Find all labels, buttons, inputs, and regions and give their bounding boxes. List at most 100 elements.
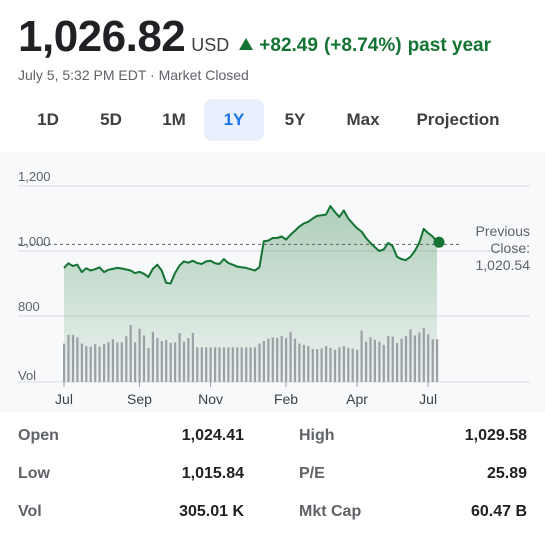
volume-bar bbox=[325, 346, 328, 382]
previous-close-label: Close: bbox=[490, 240, 530, 256]
volume-bar bbox=[347, 347, 350, 382]
tab-projection[interactable]: Projection bbox=[416, 110, 500, 129]
stat-row: Open 1,024.41 High 1,029.58 bbox=[0, 427, 545, 451]
volume-bar bbox=[333, 349, 337, 382]
tab-5y[interactable]: 5Y bbox=[284, 110, 306, 129]
volume-bar bbox=[142, 335, 146, 382]
volume-label: Vol bbox=[18, 368, 36, 383]
x-tick-label: Feb bbox=[274, 391, 298, 407]
volume-bar bbox=[427, 334, 430, 382]
up-arrow-icon bbox=[239, 38, 254, 50]
volume-bar bbox=[373, 339, 376, 382]
volume-bar bbox=[111, 339, 114, 382]
price-chart[interactable]: 1,200 1,000 800 Vol Previous Close: 1,020.54 Ju… bbox=[0, 152, 545, 412]
volume-bar bbox=[214, 347, 217, 382]
x-tick-label: Apr bbox=[346, 391, 368, 407]
volume-bar bbox=[391, 336, 394, 382]
volume-bar bbox=[191, 333, 194, 382]
volume-bar bbox=[378, 341, 381, 382]
tab-1d[interactable]: 1D bbox=[37, 110, 59, 129]
y-tick-label: 1,200 bbox=[18, 169, 51, 184]
volume-bar bbox=[205, 347, 208, 382]
price-line bbox=[63, 205, 438, 285]
volume-bar bbox=[365, 341, 368, 382]
range-tabs: 1D 5D 1M 1Y 5Y Max Projection bbox=[18, 99, 516, 141]
volume-bar bbox=[165, 339, 168, 382]
volume-bar bbox=[431, 339, 434, 382]
volume-bar bbox=[218, 347, 221, 382]
volume-bar bbox=[156, 338, 159, 382]
volume-bar bbox=[245, 347, 248, 382]
volume-bar bbox=[396, 342, 399, 382]
volume-bar bbox=[116, 342, 119, 382]
volume-bar bbox=[227, 347, 230, 382]
volume-bar bbox=[134, 342, 137, 382]
volume-bar bbox=[267, 338, 270, 382]
last-price-dot bbox=[433, 236, 445, 248]
currency-label: USD bbox=[191, 35, 230, 55]
volume-bar bbox=[89, 346, 92, 382]
volume-bar bbox=[160, 341, 163, 382]
volume-bar bbox=[262, 341, 265, 382]
volume-bar bbox=[436, 339, 439, 382]
volume-bar bbox=[387, 336, 390, 382]
volume-bar bbox=[329, 347, 332, 382]
volume-bar bbox=[178, 333, 181, 382]
volume-bar bbox=[240, 347, 243, 382]
change-percent: (+8.74%) bbox=[323, 35, 402, 56]
volume-bar bbox=[107, 342, 110, 382]
volume-bar bbox=[98, 346, 101, 382]
stat-value-high: 1,029.58 bbox=[464, 427, 527, 444]
volume-bar bbox=[174, 342, 177, 382]
volume-bar bbox=[382, 344, 385, 382]
x-tick-label: Nov bbox=[198, 391, 223, 407]
tab-1m[interactable]: 1M bbox=[162, 110, 186, 129]
volume-bar bbox=[320, 348, 323, 382]
volume-bar bbox=[271, 337, 274, 382]
volume-bar bbox=[289, 331, 292, 382]
volume-bar bbox=[316, 349, 319, 382]
volume-bar bbox=[356, 349, 359, 382]
volume-bar bbox=[342, 346, 345, 382]
volume-bar bbox=[258, 343, 261, 382]
tab-5d[interactable]: 5D bbox=[100, 110, 122, 129]
volume-bar bbox=[120, 342, 123, 382]
stat-value-open: 1,024.41 bbox=[181, 427, 244, 444]
volume-bar bbox=[196, 347, 199, 382]
stat-label-open: Open bbox=[18, 427, 59, 444]
volume-bar bbox=[418, 332, 421, 382]
volume-bar bbox=[293, 338, 297, 382]
stat-label-pe: P/E bbox=[299, 465, 325, 482]
volume-bar bbox=[404, 336, 408, 382]
volume-bar bbox=[307, 346, 310, 382]
stat-label-low: Low bbox=[18, 465, 50, 482]
volume-bar bbox=[85, 346, 88, 382]
volume-bar bbox=[209, 347, 212, 382]
stat-value-pe: 25.89 bbox=[486, 465, 527, 482]
volume-bar bbox=[187, 338, 190, 382]
volume-bar bbox=[67, 334, 70, 382]
volume-bar bbox=[222, 347, 226, 382]
volume-bar bbox=[360, 330, 363, 382]
volume-bar bbox=[400, 338, 403, 382]
volume-bar bbox=[253, 347, 257, 382]
volume-bar bbox=[129, 325, 132, 382]
price-header: 1,026.82 USD +82.49 (+8.74%) past year bbox=[18, 12, 491, 62]
stat-label-vol: Vol bbox=[18, 503, 42, 520]
change-period: past year bbox=[407, 35, 492, 56]
volume-bar bbox=[236, 347, 239, 382]
volume-bar bbox=[63, 343, 66, 382]
tab-max[interactable]: Max bbox=[346, 110, 380, 129]
market-timestamp: July 5, 5:32 PM EDT · Market Closed bbox=[18, 67, 249, 83]
volume-bar bbox=[351, 348, 354, 382]
previous-close-label: Previous bbox=[476, 223, 530, 239]
volume-bar bbox=[409, 329, 412, 382]
stat-row: Vol 305.01 K Mkt Cap 60.47 B bbox=[0, 503, 545, 527]
volume-bar bbox=[231, 347, 234, 382]
volume-bar bbox=[311, 349, 314, 382]
tab-1y[interactable]: 1Y bbox=[204, 99, 264, 141]
volume-bar bbox=[80, 343, 83, 382]
stat-value-low: 1,015.84 bbox=[181, 465, 244, 482]
volume-bar bbox=[280, 336, 283, 382]
